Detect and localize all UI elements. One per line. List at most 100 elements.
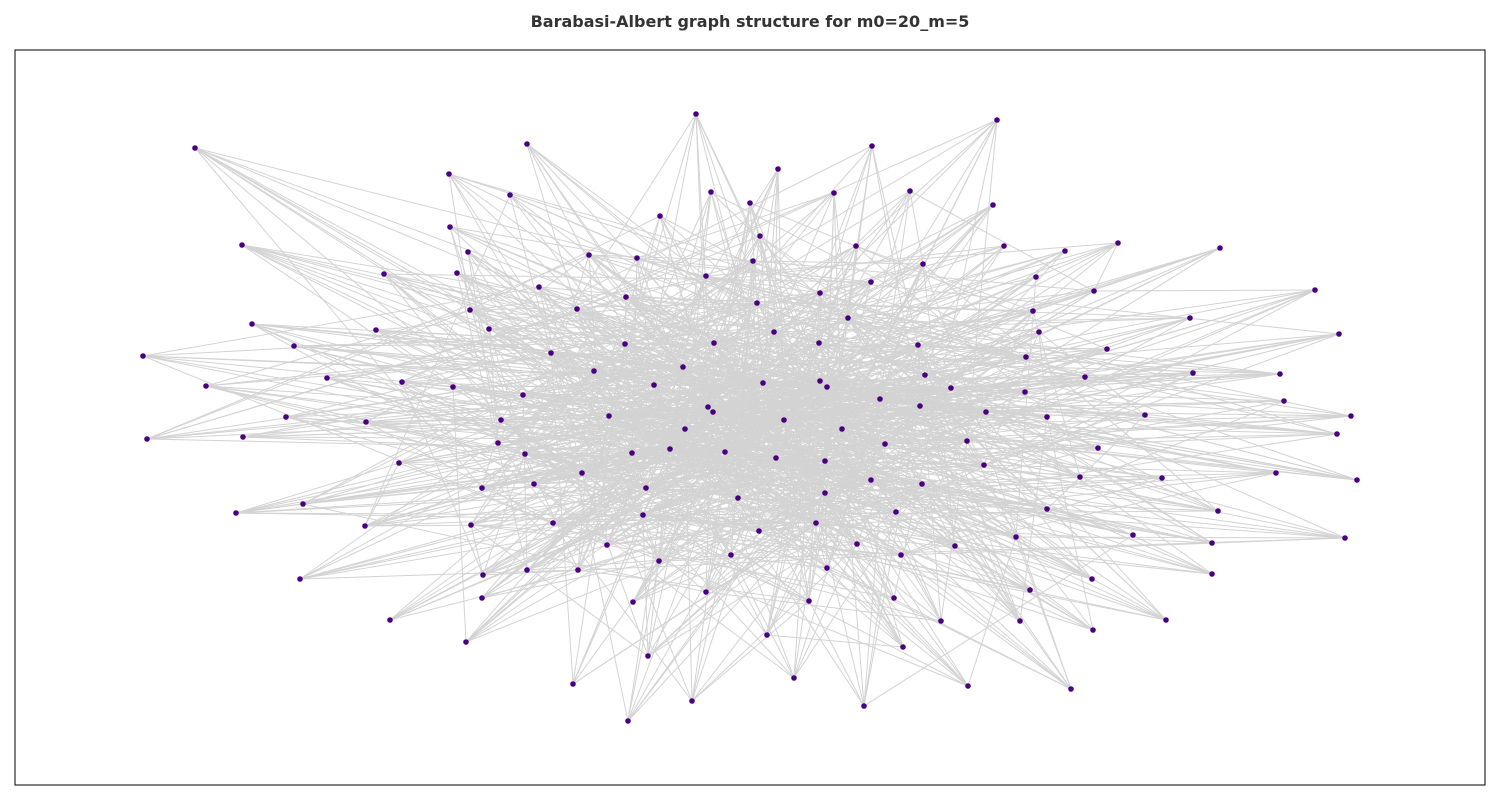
graph-edge (705, 331, 775, 593)
graph-node (754, 300, 760, 306)
graph-edge (302, 415, 610, 505)
graph-edge (705, 275, 821, 294)
graph-edge (364, 331, 1040, 527)
graph-edge (235, 344, 919, 514)
graph-edge (627, 428, 686, 722)
graph-edge (636, 257, 872, 283)
graph-edge (871, 145, 921, 407)
graph-edge (983, 464, 1277, 474)
graph-edge (449, 226, 638, 259)
graph-edge (572, 448, 671, 685)
graph-edge (469, 309, 626, 345)
graph-edge (389, 344, 919, 621)
graph-edge (707, 406, 1094, 631)
graph-node (396, 460, 402, 466)
graph-node (579, 470, 585, 476)
graph-node (1104, 346, 1110, 352)
graph-node (1044, 506, 1050, 512)
graph-node (656, 558, 662, 564)
graph-edge (481, 560, 660, 599)
graph-edge (967, 536, 1017, 687)
graph-node (816, 340, 822, 346)
graph-node (465, 249, 471, 255)
graph-edge (242, 331, 775, 438)
graph-edge (572, 343, 626, 685)
graph-node (140, 353, 146, 359)
graph-edge (526, 143, 707, 277)
graph-edge (1046, 416, 1094, 631)
graph-edge (752, 260, 1095, 292)
graph-node (1354, 477, 1360, 483)
graph-edge (524, 192, 835, 455)
graph-node (520, 392, 526, 398)
graph-node (192, 145, 198, 151)
graph-edge (773, 250, 1066, 333)
graph-edge (1038, 331, 1146, 416)
graph-edge (365, 308, 578, 423)
graph-node (868, 477, 874, 483)
graph-edge (448, 173, 775, 333)
graph-node (703, 589, 709, 595)
graph-edge (762, 382, 942, 622)
graph-node (522, 451, 528, 457)
graph-edge (766, 522, 817, 636)
graph-node (486, 326, 492, 332)
graph-node (144, 436, 150, 442)
graph-node (297, 576, 303, 582)
graph-edge (921, 483, 1072, 690)
graph-edge (608, 415, 1031, 591)
graph-edge (389, 448, 671, 621)
graph-node (450, 384, 456, 390)
graph-edge (389, 428, 843, 621)
graph-node (531, 481, 537, 487)
graph-edge (647, 448, 671, 657)
graph-edge (707, 406, 865, 707)
graph-node (623, 294, 629, 300)
graph-edge (730, 522, 817, 556)
graph-edge (235, 479, 872, 514)
graph-edge (576, 192, 835, 310)
graph-edge (481, 406, 709, 599)
graph-edge (985, 411, 1213, 575)
graph-edge (452, 386, 467, 643)
graph-edge (235, 384, 655, 514)
graph-node (324, 375, 330, 381)
graph-edge (895, 511, 1021, 622)
graph-edge (581, 472, 895, 599)
graph-node (1334, 431, 1340, 437)
graph-node (629, 450, 635, 456)
graph-edge (841, 428, 1021, 622)
graph-node (283, 414, 289, 420)
graph-edge (783, 419, 1094, 631)
graph-edge (682, 366, 1338, 435)
graph-edge (497, 442, 693, 702)
graph-edge (526, 554, 732, 571)
graph-node (757, 233, 763, 239)
graph-node (203, 383, 209, 389)
graph-edge (818, 342, 1021, 622)
graph-edge (847, 317, 1031, 591)
graph-node (606, 413, 612, 419)
graph-edge (847, 242, 1119, 319)
graph-edge (469, 245, 1005, 311)
graph-node (703, 273, 709, 279)
graph-edge (762, 382, 1338, 435)
graph-node (463, 639, 469, 645)
graph-node (760, 380, 766, 386)
graph-node (1027, 587, 1033, 593)
graph-edge (627, 331, 775, 722)
graph-edge (550, 352, 768, 636)
graph-node (839, 426, 845, 432)
graph-node (1001, 243, 1007, 249)
graph-node (861, 703, 867, 709)
graph-edge (364, 522, 817, 527)
graph-node (574, 306, 580, 312)
graph-edge (625, 296, 1281, 375)
graph-edge (756, 302, 942, 622)
graph-edge (884, 443, 1031, 591)
graph-node (550, 520, 556, 526)
graph-edge (146, 309, 471, 440)
graph-node (467, 307, 473, 313)
graph-edge (448, 173, 1338, 435)
graph-node (708, 189, 714, 195)
